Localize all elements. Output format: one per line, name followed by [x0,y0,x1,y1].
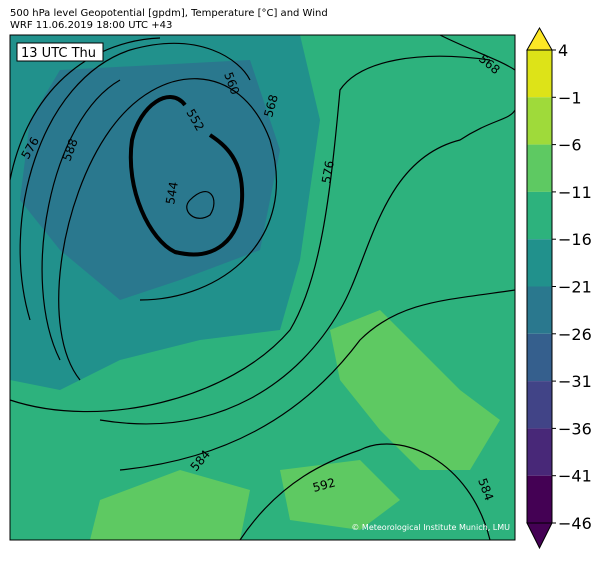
colorbar-segment [527,97,552,145]
colorbar-segment [527,144,552,192]
cold-core [20,60,280,300]
colorbar-segment [527,239,552,287]
colorbar-segment [527,286,552,334]
map-frame [9,34,516,541]
time-label-box [16,42,104,62]
contour-label: 568 [261,93,280,119]
map: 568 576 588 560 552 544 568 576 584 592 … [9,34,516,541]
contour-label: 576 [319,160,337,185]
header-subtitle: WRF 11.06.2019 18:00 UTC +43 [10,20,172,31]
contours [9,34,516,541]
colorbar-label: −6 [558,136,582,155]
colorbar-label: −16 [558,230,592,249]
colorbar-label: −1 [558,88,582,107]
header-title: 500 hPa level Geopotential [gpdm], Tempe… [10,8,328,19]
colorbar: 4 −1 −6 −11 −16 −21 −26 −31 −36 −41 −46 [526,26,592,550]
contour-label: 592 [311,475,337,494]
colorbar-label: −26 [558,325,592,344]
time-label: 13 UTC Thu [21,46,96,61]
contour-label: 544 [163,181,181,206]
warm-region [330,310,500,470]
colorbar-segment [527,381,552,429]
colorbar-label: −41 [558,467,592,486]
colorbar-label: −46 [558,514,592,533]
colorbar-segment [527,50,552,98]
colorbar-label: −31 [558,372,592,391]
colorbar-top [526,26,553,51]
copyright: © Meteorological Institute Munich, LMU [351,523,510,532]
colorbar-label: −21 [558,278,592,297]
colorbar-segment [527,333,552,382]
colorbar-bottom [526,522,553,550]
colorbar-label: 4 [558,41,568,60]
colorbar-label: −36 [558,419,592,438]
thick-contour [128,95,245,257]
warm-region [280,460,400,530]
colorbar-segment [527,428,552,476]
colorbar-segment [527,191,552,240]
colorbar-segment [527,475,552,523]
warm-region [90,470,250,540]
colorbar-label: −11 [558,183,592,202]
